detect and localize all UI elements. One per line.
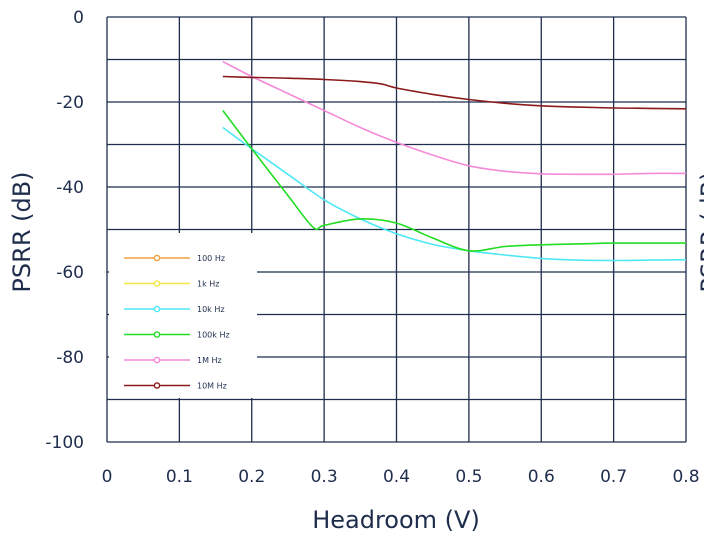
legend-marker <box>153 280 161 287</box>
legend-marker <box>153 382 161 389</box>
x-tick-label: 0.3 <box>311 467 338 487</box>
y-tick-label: -20 <box>56 93 84 113</box>
x-axis-ticks: 0 0.1 0.2 0.3 0.4 0.5 0.6 0.7 0.8 <box>102 467 700 487</box>
legend-marker <box>153 331 161 338</box>
legend-marker <box>153 305 161 313</box>
y-tick-label: -40 <box>56 178 84 198</box>
x-tick-label: 0.4 <box>383 467 410 487</box>
y-tick-label: -60 <box>56 263 84 283</box>
x-tick-label: 0 <box>102 467 113 487</box>
legend-label: 10M Hz <box>197 382 227 391</box>
legend-label: 1k Hz <box>197 280 219 289</box>
series-line-10k-hz <box>222 126 687 262</box>
legend-label: 10k Hz <box>197 305 225 314</box>
x-tick-label: 0.1 <box>166 467 193 487</box>
y-tick-label: -100 <box>45 433 84 453</box>
y-axis-title: PSRR (dB) <box>8 171 36 292</box>
x-tick-label: 0.8 <box>672 467 699 487</box>
legend: 100 Hz 1k Hz 10k Hz 100k Hz 1M Hz 10M Hz <box>109 233 257 398</box>
x-tick-label: 0.6 <box>528 467 555 487</box>
y-axis-title-right: PSRR (dB) <box>696 171 704 292</box>
series-line-100k-hz <box>222 110 686 252</box>
legend-marker <box>153 254 161 262</box>
legend-box <box>109 233 257 398</box>
x-axis-title: Headroom (V) <box>312 506 480 534</box>
legend-label: 100 Hz <box>197 254 225 263</box>
x-tick-label: 0.5 <box>455 467 482 487</box>
x-tick-label: 0.7 <box>600 467 627 487</box>
y-tick-label: -80 <box>56 348 84 368</box>
y-axis-ticks: 0 -20 -40 -60 -80 -100 <box>45 8 84 453</box>
x-tick-label: 0.2 <box>238 467 265 487</box>
legend-label: 1M Hz <box>197 356 222 365</box>
legend-label: 100k Hz <box>197 331 230 340</box>
series-lines <box>222 60 687 262</box>
series-line-1m-hz <box>222 60 687 176</box>
series-line-10m-hz <box>222 75 687 110</box>
y-tick-label: 0 <box>73 8 84 28</box>
legend-marker <box>153 356 161 364</box>
